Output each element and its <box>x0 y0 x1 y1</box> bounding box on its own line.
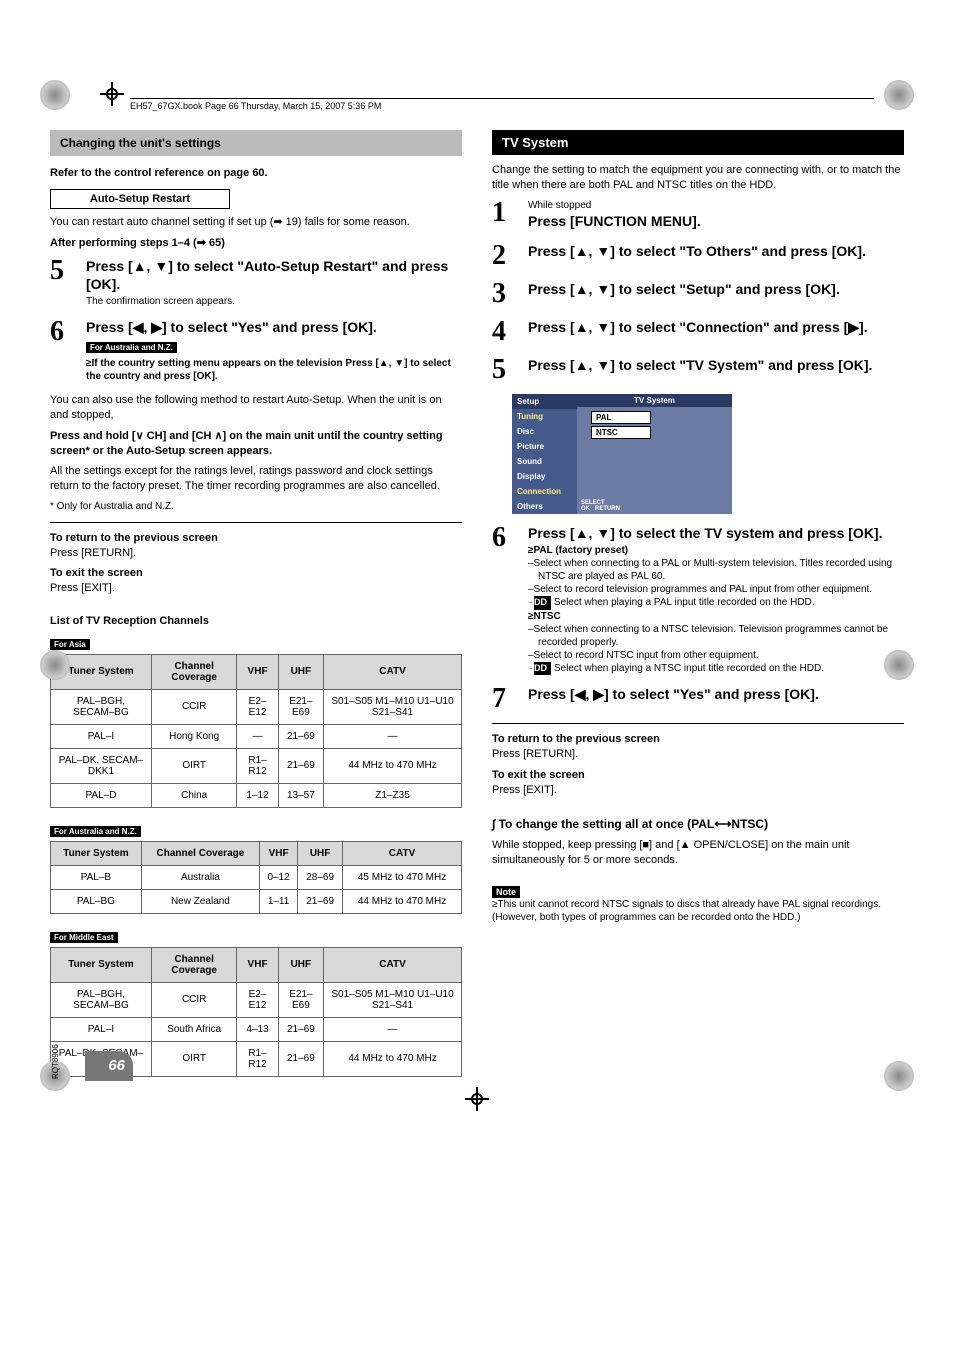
right-column: TV System Change the setting to match th… <box>492 130 904 1091</box>
step-1-right: 1 While stopped Press [FUNCTION MENU]. <box>492 199 904 232</box>
step-2-right: 2 Press [▲, ▼] to select "To Others" and… <box>492 242 904 270</box>
divider <box>492 723 904 724</box>
auto-setup-intro: You can restart auto channel setting if … <box>50 215 462 230</box>
step-number: 6 <box>50 318 76 346</box>
th-coverage: Channel Coverage <box>151 654 237 689</box>
also-restart: You can also use the following method to… <box>50 393 462 423</box>
table-row: PAL–IHong Kong—21–69— <box>51 724 462 748</box>
rqt-code: RQT8906 <box>51 1044 60 1079</box>
region-badge-asia: For Asia <box>50 639 90 650</box>
page-title: Changing the unit's settings <box>50 130 462 156</box>
auto-setup-restart-title: Auto-Setup Restart <box>50 189 230 209</box>
step-3-right: 3 Press [▲, ▼] to select "Setup" and pre… <box>492 280 904 308</box>
exit-title: To exit the screen <box>50 567 143 579</box>
region-badge-aus: For Australia and N.Z. <box>50 826 141 837</box>
step-number: 5 <box>50 257 76 285</box>
press-and-hold: Press and hold [∨ CH] and [CH ∧] on the … <box>50 429 462 459</box>
setup-screen-mock: Setup Tuning Disc Picture Sound Display … <box>512 394 732 514</box>
file-header-line: EH57_67GX.book Page 66 Thursday, March 1… <box>130 98 874 111</box>
step-instruction: Press [▲, ▼] to select "Auto-Setup Resta… <box>86 257 462 293</box>
only-for-aus: * Only for Australia and N.Z. <box>50 500 462 514</box>
crop-mark <box>884 1061 914 1091</box>
table-row: PAL–BAustralia0–1228–6945 MHz to 470 MHz <box>51 865 462 889</box>
change-all-title: ∫ To change the setting all at once (PAL… <box>492 816 904 832</box>
th-vhf: VHF <box>237 654 278 689</box>
channel-table-aus: Tuner System Channel Coverage VHF UHF CA… <box>50 841 462 914</box>
crop-mark <box>40 650 70 680</box>
table-row: PAL–DChina1–1213–57Z1–Z35 <box>51 783 462 807</box>
step-5-left: 5 Press [▲, ▼] to select "Auto-Setup Res… <box>50 257 462 308</box>
crop-mark <box>884 80 914 110</box>
note-body: ≥This unit cannot record NTSC signals to… <box>492 898 904 925</box>
all-settings-reset: All the settings except for the ratings … <box>50 464 462 494</box>
left-column: Changing the unit's settings Refer to th… <box>50 130 462 1091</box>
after-steps: After performing steps 1–4 (➡ 65) <box>50 236 462 251</box>
divider <box>50 522 462 523</box>
registration-mark <box>465 1087 489 1111</box>
step-6-right: 6 Press [▲, ▼] to select the TV system a… <box>492 524 904 676</box>
step-instruction: Press [◀, ▶] to select "Yes" and press [… <box>86 318 462 336</box>
change-all-body: While stopped, keep pressing [■] and [▲ … <box>492 838 904 868</box>
step-bullet: ≥If the country setting menu appears on … <box>86 357 462 383</box>
tv-system-intro: Change the setting to match the equipmen… <box>492 163 904 193</box>
th-catv: CATV <box>324 654 462 689</box>
region-badge: For Australia and N.Z. <box>86 342 177 353</box>
channel-list-title: List of TV Reception Channels <box>50 614 462 629</box>
return-prev-body: Press [RETURN]. <box>50 547 136 559</box>
step-subtext: The confirmation screen appears. <box>86 295 462 308</box>
channel-table-asia: Tuner System Channel Coverage VHF UHF CA… <box>50 654 462 808</box>
step-7-right: 7 Press [◀, ▶] to select "Yes" and press… <box>492 685 904 713</box>
table-row: PAL–BGH, SECAM–BGCCIRE2–E12E21–E69S01–S0… <box>51 982 462 1017</box>
table-row: PAL–BGH, SECAM–BGCCIRE2–E12E21–E69S01–S0… <box>51 689 462 724</box>
table-row: PAL–BGNew Zealand1–1121–6944 MHz to 470 … <box>51 889 462 913</box>
region-badge-me: For Middle East <box>50 932 118 943</box>
control-reference: Refer to the control reference on page 6… <box>50 166 462 181</box>
step-4-right: 4 Press [▲, ▼] to select "Connection" an… <box>492 318 904 346</box>
step-5-right: 5 Press [▲, ▼] to select "TV System" and… <box>492 356 904 384</box>
exit-body: Press [EXIT]. <box>50 582 115 594</box>
table-row: PAL–ISouth Africa4–1321–69— <box>51 1017 462 1041</box>
note-badge: Note <box>492 886 520 898</box>
table-row: PAL–DK, SECAM–DKK1OIRTR1–R1221–6944 MHz … <box>51 748 462 783</box>
crop-mark <box>40 80 70 110</box>
step-6-left: 6 Press [◀, ▶] to select "Yes" and press… <box>50 318 462 383</box>
crop-mark <box>884 650 914 680</box>
page-number: 66 <box>85 1051 133 1081</box>
return-prev-title: To return to the previous screen <box>50 532 218 544</box>
th-uhf: UHF <box>278 654 323 689</box>
registration-mark <box>100 82 124 106</box>
tv-system-title: TV System <box>492 130 904 155</box>
